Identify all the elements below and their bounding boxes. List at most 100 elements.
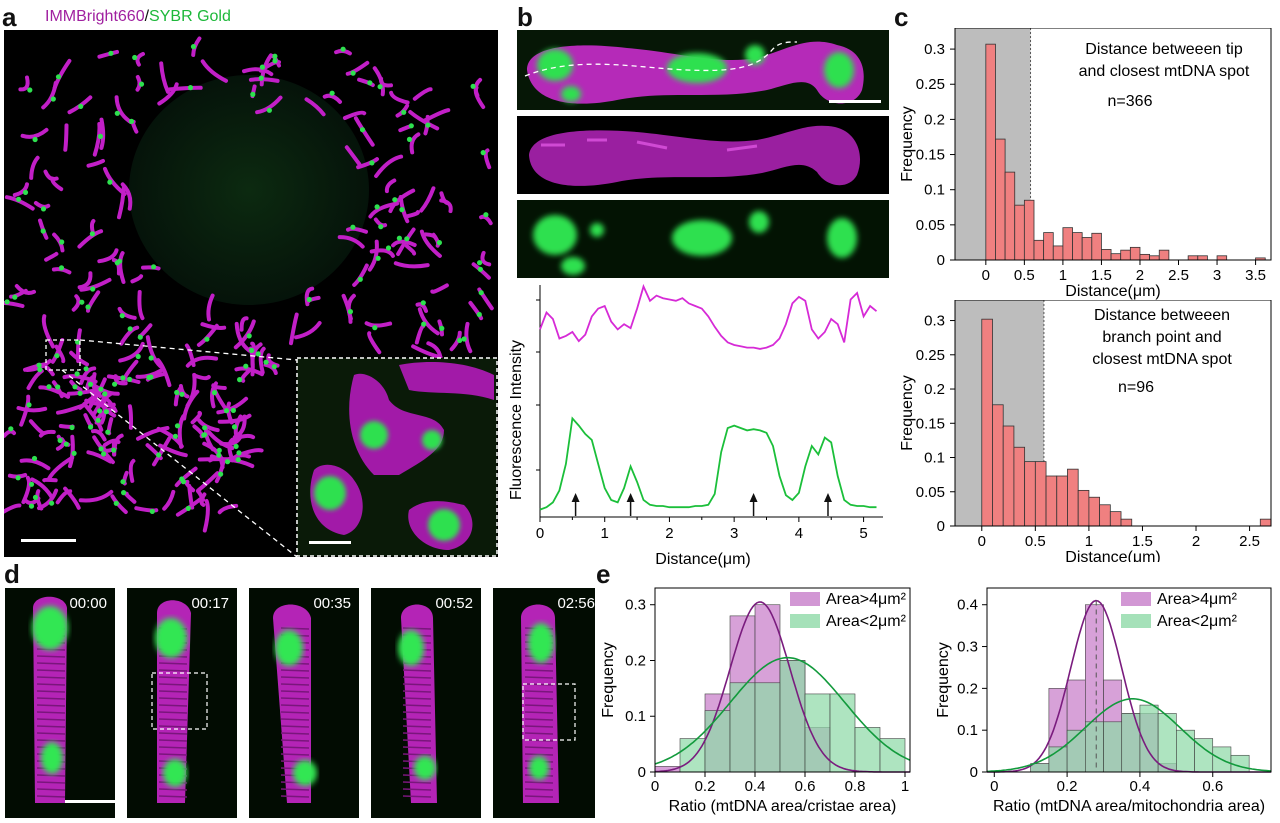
mtdna-spot (258, 75, 264, 81)
mtdna-spot (112, 381, 118, 387)
mitochondrion (369, 248, 395, 258)
mitochondrion (206, 293, 215, 322)
timelapse-frame: 00:00 (5, 588, 117, 818)
mtdna-spots (4, 44, 489, 514)
profile-x-label: Distance(μm) (655, 551, 750, 568)
mtdna-spot (28, 481, 35, 487)
mtdna-spot (250, 91, 256, 97)
mitochondrion (473, 85, 486, 109)
crista-stripe (158, 725, 188, 728)
x-tick-label: 0 (978, 533, 986, 550)
mitochondrion (63, 123, 69, 152)
mitochondrion (77, 271, 93, 290)
profile-line-magenta (539, 283, 878, 350)
mitochondrion (106, 374, 141, 384)
profile-x-tick-label: 2 (665, 525, 673, 542)
mtdna-spot (266, 107, 272, 113)
crista-stripe (402, 795, 432, 798)
mtdna-spot (272, 58, 278, 64)
mtdna-spot (107, 179, 113, 185)
crista-stripe (36, 739, 66, 742)
mitochondrion (141, 265, 161, 271)
crista-stripe (36, 718, 66, 721)
mitochondrion (404, 210, 420, 219)
x-tick-label: 2 (1192, 533, 1200, 550)
profile-arrow-head (823, 493, 832, 502)
plot-frame (986, 587, 1272, 773)
mitochondrion (483, 148, 492, 170)
mtdna-spot (378, 224, 384, 230)
mitochondrion (342, 110, 367, 120)
mtdna-spot (151, 264, 157, 270)
mitochondrion (124, 491, 137, 504)
legend-label: Area<2μm² (1157, 613, 1238, 630)
mtdna-spot (108, 50, 114, 56)
plot-frame (954, 300, 1272, 527)
histogram-bar (1197, 255, 1208, 261)
mitochondrion (38, 385, 71, 399)
mtdna-spot (478, 290, 484, 296)
histogram-bar-small (829, 693, 856, 773)
mitochondrion (38, 429, 56, 438)
mtdna-spot (461, 336, 467, 342)
mitochondrion (41, 314, 55, 349)
mtdna-spot (223, 408, 230, 414)
histogram-bar (1120, 518, 1133, 527)
annotation-line: Distance betweeen (1094, 307, 1230, 324)
mitochondrion (344, 145, 362, 167)
timelapse-frame: 00:52 (371, 588, 481, 818)
mitochondrion (217, 503, 239, 515)
mtdna-spot (77, 390, 83, 396)
mtdna-spot (350, 224, 356, 230)
mtdna-spot (105, 429, 111, 435)
mitochondrion (159, 61, 170, 94)
crista-stripe (158, 697, 188, 700)
channel-label-magenta: IMMBright660 (45, 8, 145, 25)
mtdna-spot (272, 53, 278, 59)
x-tick-label: 0.4 (1129, 778, 1150, 795)
gaussian-fit-small (654, 656, 911, 765)
histogram-bar (1081, 237, 1093, 261)
crista-stripe (36, 774, 66, 777)
profile-x-tick-label: 4 (795, 525, 803, 542)
mtdna-spot (367, 80, 373, 86)
x-tick-label: 0.5 (1014, 267, 1035, 284)
mtdna-nucleoid (414, 756, 436, 780)
crista-stripe (524, 697, 554, 700)
mtdna-spot (204, 336, 210, 342)
mtdna-spot (78, 103, 84, 109)
mtdna-spot (255, 351, 261, 357)
mitochondrion (304, 97, 326, 117)
histogram-bar (1014, 204, 1025, 261)
mtdna-spot (477, 260, 483, 266)
x-tick-label: 0.2 (695, 778, 716, 795)
mtdna-spot (436, 240, 442, 246)
mtdna-spot (121, 490, 127, 496)
crista-stripe (402, 704, 432, 707)
mtdna-spot (4, 299, 10, 305)
mtdna-spot (230, 407, 236, 413)
mtdna-spot (89, 231, 95, 237)
x-tick-label: 2.5 (1168, 267, 1189, 284)
crista-stripe (402, 788, 432, 791)
crista-stripe (402, 683, 432, 686)
inset-scale-bar (309, 541, 351, 544)
mitochondrion (415, 302, 428, 313)
y-tick-label: 0.05 (916, 484, 945, 501)
histogram-bar (1158, 249, 1170, 261)
y-tick-label: 0 (970, 764, 978, 781)
mtdna-spot (90, 286, 96, 292)
mitochondrion (71, 294, 81, 312)
mtdna-spot (271, 364, 277, 370)
mitochondrion (90, 392, 117, 418)
annotation-line: branch point and (1102, 329, 1221, 346)
histogram-bar-small (804, 693, 831, 773)
crista-stripe (402, 627, 432, 630)
histogram-bar (981, 318, 993, 527)
histogram-bar (1187, 255, 1199, 261)
panel-b-scale-bar (829, 100, 881, 103)
mtdna-spot (329, 90, 335, 96)
crista-stripe (280, 697, 310, 700)
mitochondrion (103, 438, 121, 447)
mtdna-spot (120, 375, 126, 381)
